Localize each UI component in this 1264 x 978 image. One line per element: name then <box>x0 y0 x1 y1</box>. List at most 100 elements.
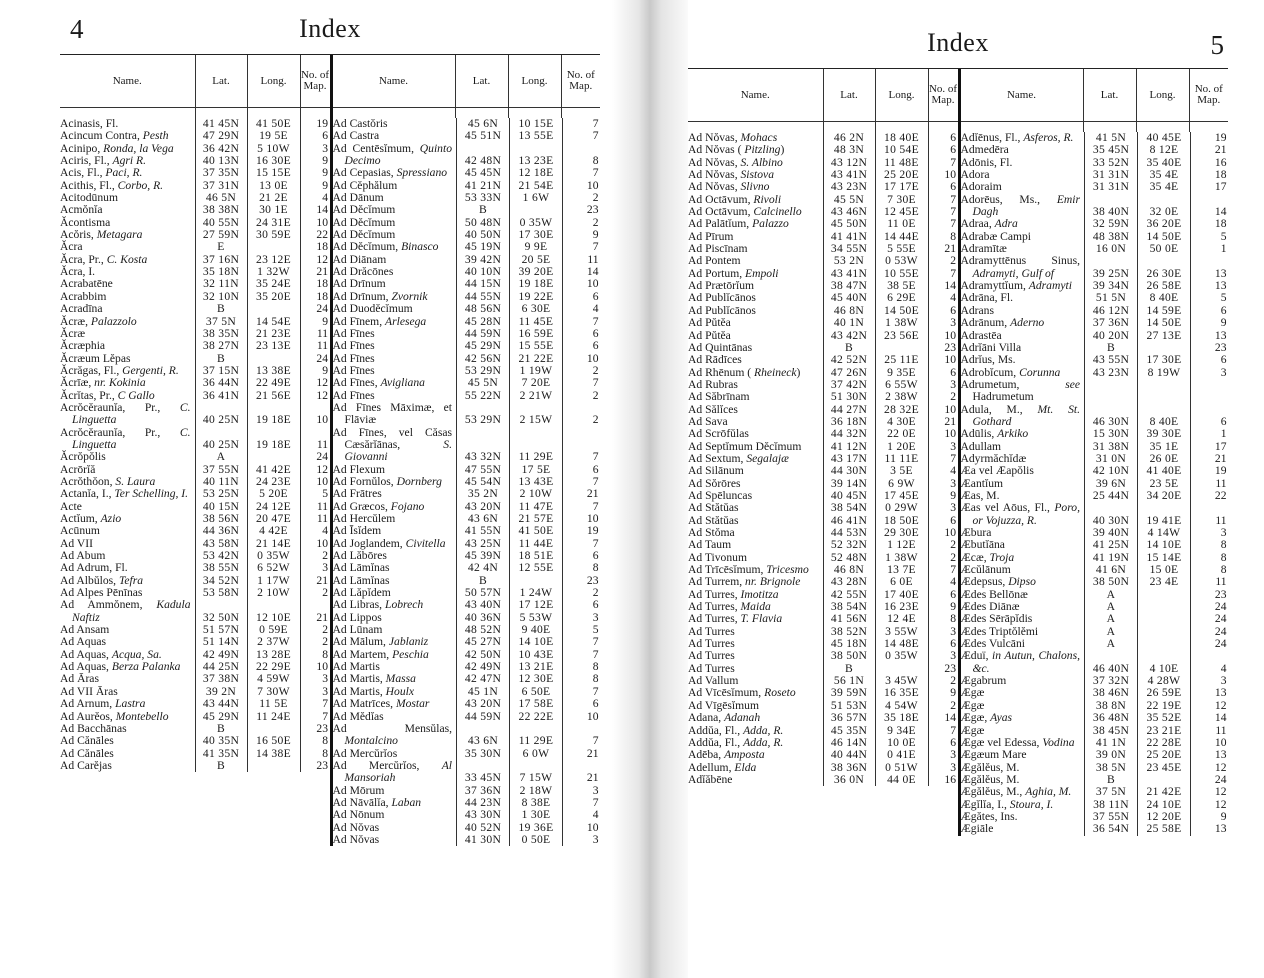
index-entry: Ad Sextum, Segalajæ 43 17N 11 11E 7 <box>688 452 959 466</box>
entry-longitude: 21 56E <box>246 389 300 402</box>
entry-latitude: 51 57N <box>194 623 247 637</box>
entry-name-text: Adrobĭcum, <box>960 365 1017 379</box>
spacer-cell <box>1188 121 1228 132</box>
entry-name-text: Acrōrĭă <box>60 462 96 476</box>
index-entry: Ad Octāvum, Rivoli 45 5N 7 30E 7 <box>688 192 959 207</box>
entry-modern-place: Pitzling <box>744 143 781 157</box>
entry-map-number: 23 <box>562 204 602 217</box>
entry-name-text: Acmŏnĭa <box>60 203 103 217</box>
index-entry: Ad Spēluncas 40 45N 17 45E 9 <box>688 489 959 503</box>
entry-name-text: Ad Martem, <box>332 647 390 661</box>
spacer-cell <box>194 107 247 118</box>
entry-name-text: Adrastēa <box>960 328 1002 342</box>
entry-longitude: 19 18E <box>246 401 300 427</box>
entry-map-number: 7 <box>927 452 959 466</box>
entry-longitude: 11 11E <box>874 452 928 466</box>
entry-name-text: Ad Prætōrĭum <box>688 279 755 293</box>
entry-longitude: 11 29E <box>509 722 563 748</box>
index-entry: Ad Aquas, Acqua, Sa. 42 49N 13 28E 8 <box>60 648 331 662</box>
entry-map-number: 7 <box>562 376 602 390</box>
entry-latitude: 40 55N <box>194 216 247 230</box>
entry-name: Ad Fīnes Māximæ, et Flāviæ <box>333 401 457 427</box>
entry-longitude: 0 35W <box>874 650 928 663</box>
entry-name: Ad Palātĭum, Palazzo <box>688 218 823 230</box>
entry-name: Ad Martis <box>333 660 457 673</box>
entry-name: Ad Alpes Pēnīnas <box>60 586 195 599</box>
entry-name: Ad Turres <box>688 650 823 662</box>
entry-name: Adora <box>961 168 1085 181</box>
entry-longitude <box>1137 378 1191 404</box>
entry-name: Ad Fīnes <box>333 364 457 377</box>
entry-map-number: 10 <box>299 660 331 674</box>
entry-name-text: Ad Fīnes <box>332 351 375 365</box>
entry-name-text: Ad Dĕcĭmum <box>332 203 396 217</box>
entry-longitude: 17 58E <box>509 697 563 711</box>
entry-latitude: 37 35N <box>194 167 247 180</box>
entry-longitude <box>509 574 563 588</box>
entry-modern-place: Montebello <box>115 709 169 723</box>
entry-name: Ad Rādīces <box>688 354 823 366</box>
entry-latitude: 46 30N <box>1084 403 1138 429</box>
entry-longitude: 12 30E <box>509 673 563 686</box>
entry-latitude <box>1084 378 1138 404</box>
entry-name: Ægiāle <box>961 823 1085 835</box>
entry-latitude: A <box>1084 637 1138 651</box>
entry-latitude: 46 5N <box>194 191 247 205</box>
entry-map-number: 6 <box>1190 304 1230 318</box>
entry-name: Ad Turres <box>688 625 823 638</box>
page-number: 4 <box>70 14 84 44</box>
entry-map-number: 13 <box>1190 748 1230 762</box>
entry-latitude: 51 30N <box>822 390 875 404</box>
entry-latitude: 42 50N <box>456 648 510 662</box>
entry-latitude: 46 41N <box>822 514 875 527</box>
entry-latitude: 43 55N <box>1084 353 1138 367</box>
index-entry: Ad Stătŭas 46 41N 18 50E 6 <box>688 514 959 527</box>
entry-name: Acūnum <box>60 525 195 537</box>
entry-name: Ad Piscīnam <box>688 242 823 255</box>
entry-latitude: B <box>194 352 247 365</box>
spacer-row <box>60 107 600 118</box>
entry-latitude: 46 8N <box>822 563 875 577</box>
entry-latitude: 27 59N <box>194 228 247 242</box>
entry-name-text: Adrĭāni Villa <box>960 340 1022 354</box>
entry-name: Ad Arnum, Lastra <box>60 697 195 710</box>
index-entry: Adyrmăchĭdæ 31 0N 26 0E 21 <box>961 452 1230 466</box>
entry-name-text: Ad Drăcōnes <box>332 265 394 279</box>
entry-name: Acte <box>60 500 195 513</box>
spacer-row <box>688 121 1228 132</box>
entry-map-number: 8 <box>562 660 602 674</box>
entry-map-number: 21 <box>562 487 602 501</box>
entry-name: Ad Fornŭlos, Dornberg <box>333 475 457 488</box>
entry-longitude: 17 45E <box>874 489 928 503</box>
entry-name: Ad Sava <box>688 415 823 428</box>
index-entry: Ad Vīcēsĭmum, Roseto 39 59N 16 35E 9 <box>688 687 959 700</box>
entry-name-text: Ad Adrum, Fl. <box>60 561 128 575</box>
index-entry: Ad Mālum, Jablaniz 45 27N 14 10E 7 <box>333 636 602 649</box>
entry-name-text: Ăcræphia <box>60 339 106 353</box>
entry-name: Ad Adrum, Fl. <box>60 562 195 574</box>
entry-name-text: Adellum, <box>688 760 732 774</box>
index-entry: Ad Cănāles 41 35N 14 38E 8 <box>60 747 331 760</box>
entry-longitude: 40 45E <box>1137 131 1191 145</box>
entry-longitude: 13 7E <box>874 563 928 577</box>
entry-latitude: 45 18N <box>822 637 875 651</box>
entry-map-number: 7 <box>299 710 331 723</box>
index-entry: Ad Dĕcĭmum 50 48N 0 35W 2 <box>333 216 602 230</box>
entry-name: Ad Drīnum, Zvornik <box>333 290 457 303</box>
index-entry: Ăcrŏpŏlis A 24 <box>60 450 331 464</box>
entry-latitude: 41 25N <box>1084 538 1138 552</box>
entry-name-text: Ad Turres, <box>688 612 738 626</box>
entry-name: Ad Octāvum, Calcinello <box>688 205 823 218</box>
entry-name-text: Ăcra, I. <box>60 265 96 279</box>
spacer-cell <box>560 107 600 118</box>
entry-modern-place: Peschia <box>392 647 429 661</box>
index-entry: Adrobĭcum, Corunna 43 23N 8 19W 3 <box>960 365 1230 379</box>
entry-modern-place: Asferos, R. <box>1023 131 1074 144</box>
index-entry: Ad Stătŭas 38 54N 0 29W 3 <box>688 501 959 515</box>
spacer-cell <box>1082 121 1136 132</box>
entry-modern-place: Rivoli <box>753 192 782 206</box>
entry-longitude: 17 17E <box>874 181 928 194</box>
entry-latitude: 43 46N <box>822 205 875 219</box>
entry-latitude: 45 28N <box>456 315 510 328</box>
entry-longitude: 9 40E <box>509 623 563 637</box>
